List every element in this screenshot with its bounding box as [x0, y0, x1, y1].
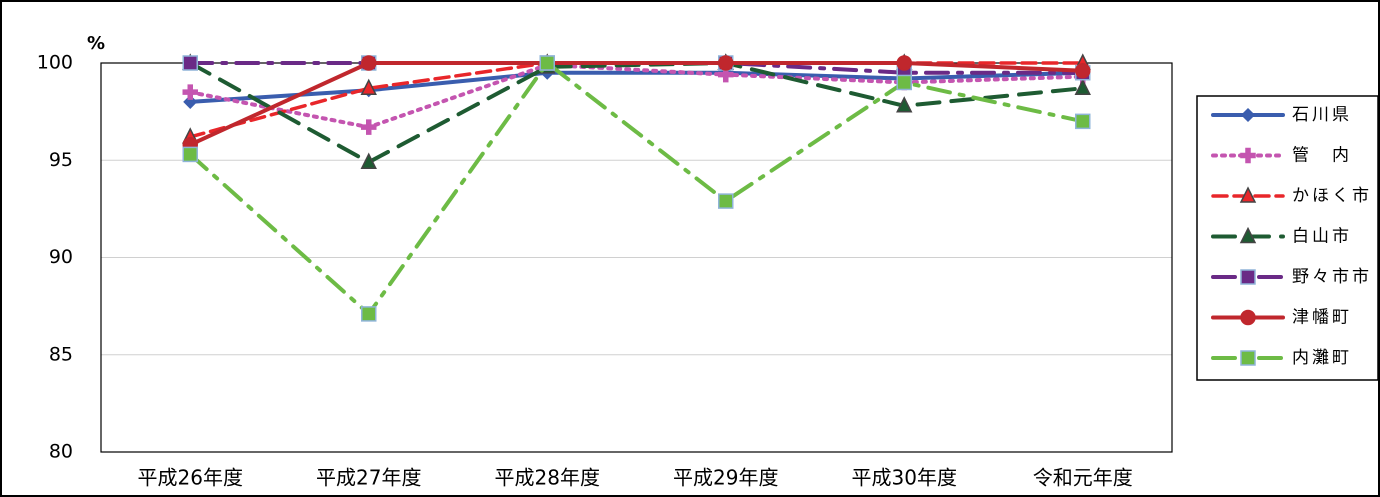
legend-marker: [1240, 309, 1256, 326]
point: [1074, 78, 1091, 96]
point: [896, 74, 912, 91]
legend-label: 管 内: [1292, 146, 1352, 166]
legend-label: 野々市市: [1292, 267, 1372, 287]
x-tick-label: 令和元年度: [1033, 466, 1133, 490]
line: [188, 62, 1085, 130]
x-tick-label: 平成26年度: [138, 466, 243, 490]
point: [361, 55, 377, 71]
legend-marker: [1240, 107, 1256, 123]
point: [896, 96, 913, 113]
legend-label: 白山市: [1292, 227, 1352, 247]
y-axis-label: %: [87, 33, 105, 54]
line: [188, 60, 1085, 317]
point: [360, 152, 377, 169]
x-tick-label: 平成27年度: [316, 466, 421, 490]
y-tick-label: 80: [49, 441, 73, 463]
point: [718, 55, 734, 71]
legend-marker: [1240, 350, 1256, 366]
line: [188, 70, 1085, 104]
legend-label: 津幡町: [1292, 308, 1352, 328]
legend-marker: [1239, 186, 1257, 203]
point: [360, 78, 377, 96]
point: [718, 193, 734, 209]
point: [361, 119, 377, 135]
y-tick-label: 95: [49, 149, 73, 171]
point: [183, 94, 198, 109]
point: [539, 55, 555, 71]
y-tick-label: 85: [49, 343, 73, 365]
legend-label: 石川県: [1292, 105, 1352, 125]
x-tick-label: 平成29年度: [673, 466, 778, 490]
legend-label: 内灘町: [1292, 348, 1352, 368]
legend-marker: [1240, 147, 1256, 164]
point: [182, 55, 198, 71]
y-tick-label: 90: [49, 246, 73, 268]
y-tick-label: 100: [37, 52, 73, 74]
legend-label: かほく市: [1292, 186, 1372, 206]
point: [1075, 113, 1091, 130]
point: [361, 306, 377, 322]
point: [1075, 63, 1091, 79]
line: [188, 61, 1085, 147]
x-tick-label: 平成28年度: [495, 466, 600, 490]
point: [182, 84, 198, 100]
legend-marker: [1239, 226, 1257, 244]
x-tick-label: 平成30年度: [852, 466, 957, 490]
legend-marker: [1240, 269, 1256, 285]
point: [718, 66, 734, 83]
point: [896, 55, 912, 71]
point: [182, 146, 198, 163]
